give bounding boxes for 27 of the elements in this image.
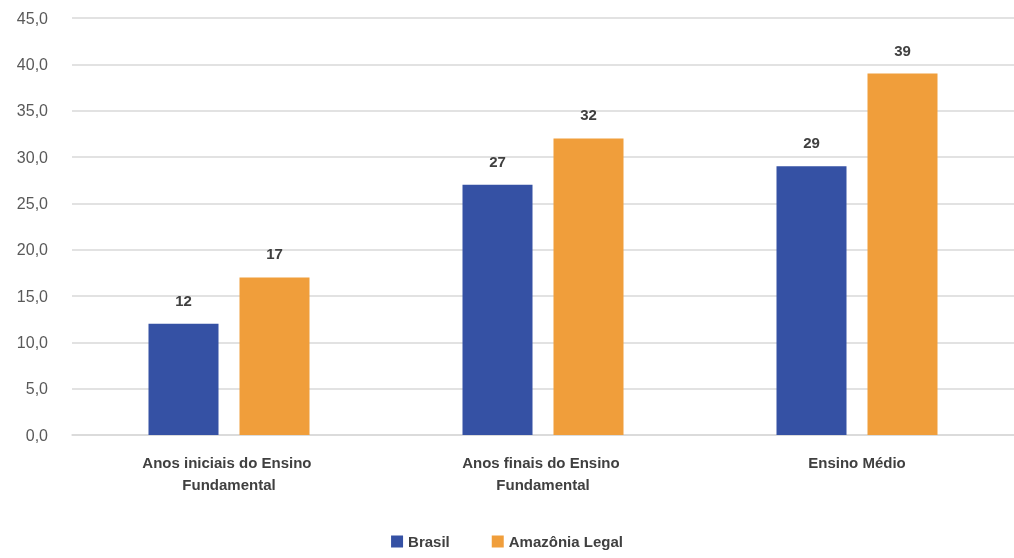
legend-label: Amazônia Legal	[508, 533, 623, 550]
bar	[867, 73, 938, 435]
data-label: 29	[803, 134, 820, 152]
x-tick-label: Anos iniciais do Ensino Fundamental	[142, 453, 316, 493]
legend-label: Brasil	[408, 533, 450, 550]
bar	[239, 277, 310, 435]
y-tick-label: 25,0	[16, 194, 49, 212]
data-label: 39	[894, 41, 911, 59]
x-tick-label: Ensino Médio	[808, 453, 906, 471]
bar	[148, 323, 219, 435]
y-tick-label: 35,0	[16, 102, 49, 120]
bar	[462, 184, 533, 435]
data-label: 17	[266, 245, 283, 263]
data-label: 32	[580, 106, 597, 124]
y-tick-label: 0,0	[25, 426, 49, 444]
bar	[776, 166, 847, 435]
x-tick-label: Anos finais do Ensino Fundamental	[462, 453, 624, 493]
y-tick-label: 30,0	[16, 148, 49, 166]
y-tick-label: 10,0	[16, 333, 49, 351]
y-tick-label: 20,0	[16, 241, 49, 259]
bar	[553, 138, 624, 435]
y-tick-label: 40,0	[16, 55, 49, 73]
y-tick-label: 15,0	[16, 287, 49, 305]
y-tick-label: 45,0	[16, 9, 49, 27]
data-label: 27	[489, 152, 506, 170]
data-label: 12	[175, 291, 192, 309]
y-tick-label: 5,0	[25, 380, 49, 398]
